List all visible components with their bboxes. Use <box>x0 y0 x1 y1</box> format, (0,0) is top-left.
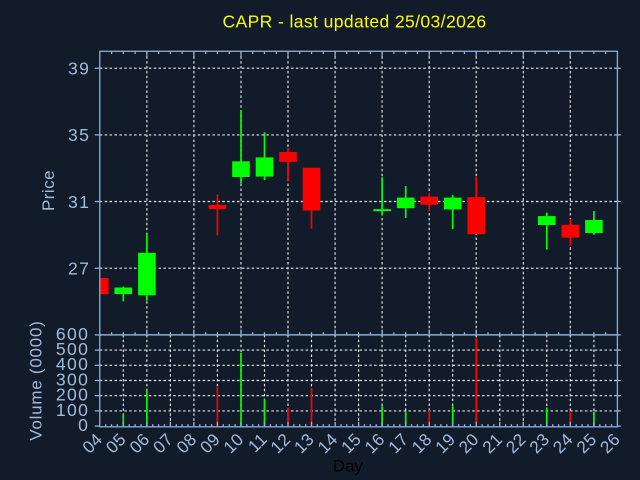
svg-text:39: 39 <box>68 59 90 79</box>
svg-text:300: 300 <box>56 369 89 389</box>
svg-text:0: 0 <box>78 415 89 435</box>
svg-text:Volume (0000): Volume (0000) <box>27 320 46 440</box>
svg-text:Price: Price <box>39 170 58 211</box>
svg-text:500: 500 <box>56 339 89 359</box>
svg-text:Day: Day <box>333 457 364 476</box>
svg-text:35: 35 <box>68 125 90 145</box>
svg-text:200: 200 <box>56 385 89 405</box>
svg-text:27: 27 <box>68 259 90 279</box>
svg-text:31: 31 <box>68 192 90 212</box>
svg-text:400: 400 <box>56 354 89 374</box>
svg-text:600: 600 <box>56 324 89 344</box>
svg-text:CAPR - last updated 25/03/2026: CAPR - last updated 25/03/2026 <box>223 11 487 31</box>
svg-text:100: 100 <box>56 400 89 420</box>
